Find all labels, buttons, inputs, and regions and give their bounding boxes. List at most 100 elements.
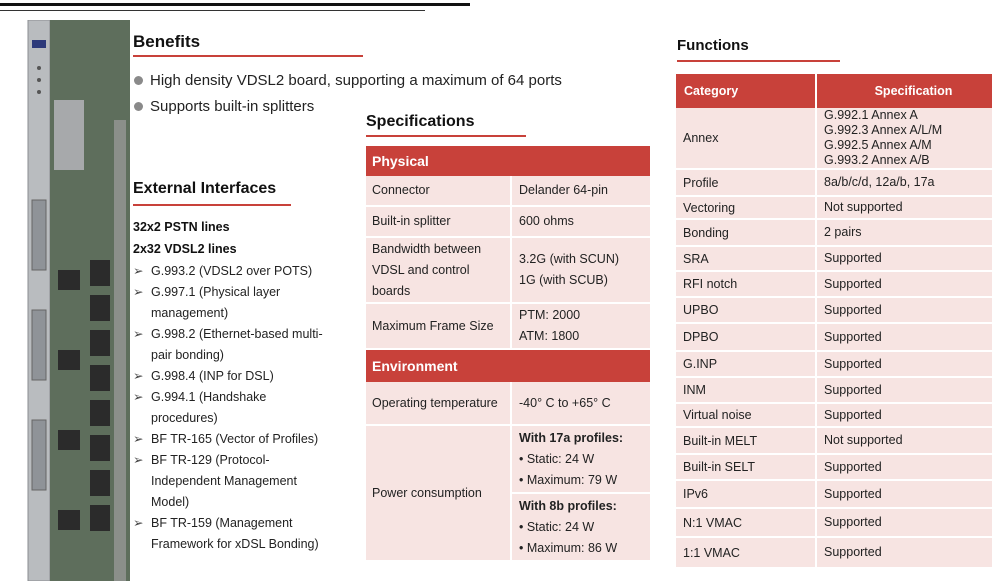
table-row: RFI notch Supported <box>676 272 992 298</box>
table-row: DPBO Supported <box>676 324 992 352</box>
list-item-text: procedures) <box>151 411 218 425</box>
table-cell-key: Annex <box>676 108 817 168</box>
table-cell-text: G.992.1 Annex A <box>824 108 918 122</box>
external-interfaces-title: External Interfaces <box>133 180 277 197</box>
table-cell-key: Operating temperature <box>366 382 512 424</box>
table-cell-value: 2 pairs <box>824 225 862 239</box>
table-cell-key: Vectoring <box>676 197 817 218</box>
table-cell-value: With 17a profiles: • Static: 24 W • Maxi… <box>512 426 650 560</box>
list-item: ➢ G.997.1 (Physical layer <box>133 282 323 303</box>
specifications-title: Specifications <box>366 113 475 130</box>
benefit-item-text: Supports built-in splitters <box>150 98 315 115</box>
bullet-dot-icon <box>134 76 143 85</box>
table-cell-key: Bandwidth between VDSL and control board… <box>366 238 512 302</box>
table-cell-text: • Maximum: 86 W <box>519 540 618 555</box>
table-cell-key: UPBO <box>676 298 817 322</box>
table-cell-value: Supported <box>824 459 882 474</box>
chevron-right-icon: ➢ <box>133 327 144 341</box>
table-cell-value: G.992.1 Annex A G.992.3 Annex A/L/M G.99… <box>817 108 992 168</box>
table-cell-text: G.992.5 Annex A/M <box>824 138 932 152</box>
chevron-right-icon: ➢ <box>133 264 144 278</box>
table-row: N:1 VMAC Supported <box>676 509 992 538</box>
table-row: Virtual noise Supported <box>676 404 992 428</box>
table-cell-text: 1G (with SCUB) <box>519 273 608 287</box>
table-row: Built-in MELT Not supported <box>676 428 992 455</box>
table-row: 1:1 VMAC Supported <box>676 538 992 567</box>
table-row: Connector Delander 64-pin <box>366 176 650 207</box>
table-row: Profile 8a/b/c/d, 12a/b, 17a <box>676 170 992 197</box>
column-header-specification: Specification <box>874 83 953 98</box>
table-cell-key: Bonding <box>676 220 817 245</box>
list-item-text: Model) <box>151 495 190 509</box>
table-cell-key: Maximum Frame Size <box>366 304 512 348</box>
specifications-underline <box>366 135 526 137</box>
table-row: UPBO Supported <box>676 298 992 324</box>
table-cell-key: DPBO <box>676 324 817 350</box>
list-item: ➢ BF TR-159 (Management <box>133 513 323 534</box>
table-cell-key: Power consumption <box>366 426 512 560</box>
chevron-right-icon: ➢ <box>133 390 144 404</box>
benefits-title: Benefits <box>133 32 201 51</box>
table-cell-text: • Maximum: 79 W <box>519 472 618 487</box>
table-cell-key: IPv6 <box>676 481 817 507</box>
interface-list: ➢ G.993.2 (VDSL2 over POTS) ➢ G.997.1 (Phy… <box>133 261 323 555</box>
table-cell-text: With 17a profiles: <box>519 430 624 445</box>
table-cell-value: 3.2G (with SCUN) 1G (with SCUB) <box>512 238 650 302</box>
chevron-right-icon: ➢ <box>133 285 144 299</box>
table-cell-value: Supported <box>824 545 882 559</box>
list-item: ➢ BF TR-165 (Vector of Profiles) <box>133 429 323 450</box>
table-row: Bandwidth between VDSL and control board… <box>366 238 650 304</box>
table-cell-value: Supported <box>824 302 882 317</box>
list-item-text: G.998.2 (Ethernet-based multi- <box>151 327 323 341</box>
table-cell-value: Supported <box>824 515 882 529</box>
list-item-text: Independent Management <box>151 474 297 488</box>
table-cell-text: • Static: 24 W <box>519 519 595 534</box>
table-cell-key: INM <box>676 378 817 402</box>
table-row: Annex G.992.1 Annex A G.992.3 Annex A/L/… <box>676 108 992 170</box>
table-row: Operating temperature -40° C to +65° C <box>366 382 650 426</box>
table-row: Built-in splitter 600 ohms <box>366 207 650 238</box>
table-cell-value: Not supported <box>824 433 903 447</box>
table-cell-key: Profile <box>676 170 817 195</box>
table-row: IPv6 Supported <box>676 481 992 509</box>
table-cell-key: RFI notch <box>676 272 817 296</box>
table-cell-key: 1:1 VMAC <box>676 538 817 567</box>
board-image <box>20 20 130 581</box>
table-cell-key: Built-in MELT <box>676 428 817 453</box>
table-cell-key: Connector <box>366 176 512 205</box>
chevron-right-icon: ➢ <box>133 369 144 383</box>
table-cell-key: Virtual noise <box>676 404 817 426</box>
table-cell-value: Delander 64-pin <box>512 176 650 205</box>
table-row: Maximum Frame Size PTM: 2000 ATM: 1800 <box>366 304 650 350</box>
list-item: ➢ G.998.4 (INP for DSL) <box>133 366 323 387</box>
power-group-8b: With 8b profiles: • Static: 24 W • Maxim… <box>512 492 650 560</box>
functions-title: Functions <box>677 37 749 54</box>
table-cell-value: -40° C to +65° C <box>512 382 650 424</box>
table-cell-key: Built-in splitter <box>366 207 512 236</box>
table-cell-value: 8a/b/c/d, 12a/b, 17a <box>824 175 935 189</box>
table-cell-text: • Static: 24 W <box>519 451 595 466</box>
benefits-underline <box>133 55 363 57</box>
table-cell-key: N:1 VMAC <box>676 509 817 536</box>
table-row: Bonding 2 pairs <box>676 220 992 247</box>
chevron-right-icon: ➢ <box>133 516 144 530</box>
vdsl-lines: 2x32 VDSL2 lines <box>133 242 237 256</box>
table-cell-text: PTM: 2000 <box>519 308 581 322</box>
environment-section-header: Environment <box>366 350 650 382</box>
external-interfaces-underline <box>133 204 291 206</box>
table-cell-text: ATM: 1800 <box>519 329 580 343</box>
chevron-right-icon: ➢ <box>133 432 144 446</box>
table-cell-value: 600 ohms <box>512 207 650 236</box>
list-item-text: G.998.4 (INP for DSL) <box>151 369 274 383</box>
list-item-text: G.993.2 (VDSL2 over POTS) <box>151 264 313 278</box>
functions-table-header: Category Specification <box>676 74 992 108</box>
pstn-lines: 32x2 PSTN lines <box>133 220 230 234</box>
top-rule-thick <box>0 3 470 6</box>
list-item-text: G.994.1 (Handshake <box>151 390 267 404</box>
bullet-dot-icon <box>134 102 143 111</box>
table-cell-value: Supported <box>824 407 882 422</box>
table-row: G.INP Supported <box>676 352 992 378</box>
table-cell-value: Supported <box>824 486 882 501</box>
list-item-text: BF TR-159 (Management <box>151 516 293 530</box>
list-item: ➢ BF TR-129 (Protocol- <box>133 450 323 471</box>
